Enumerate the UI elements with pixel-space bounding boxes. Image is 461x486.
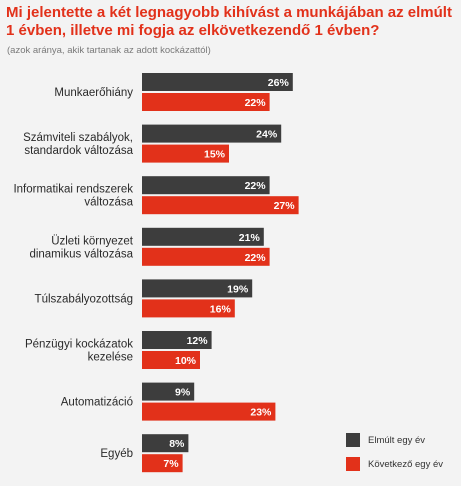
value-label: 19% (227, 283, 249, 295)
value-label: 21% (239, 232, 261, 244)
bar-next-year (142, 351, 200, 369)
legend-item-next: Következő egy év (346, 456, 443, 472)
category-label: dinamikus változása (29, 248, 133, 260)
category-label: Automatizáció (61, 397, 133, 409)
value-label: 22% (245, 252, 267, 264)
value-label: 7% (163, 458, 179, 470)
bar-past-year (142, 382, 195, 401)
category-label: változása (84, 197, 133, 209)
chart-title: Mi jelentette a két legnagyobb kihívást … (6, 4, 452, 39)
bar-next-year (142, 402, 276, 421)
bar-past-year (142, 331, 212, 349)
category-label: standardok változása (24, 145, 133, 157)
bar-next-year (142, 454, 183, 473)
bar-next-year (142, 93, 270, 111)
legend-swatch-past (346, 433, 360, 447)
value-label: 8% (169, 438, 185, 450)
bar-past-year (142, 279, 253, 298)
chart-subtitle: (azok aránya, akik tartanak az adott koc… (7, 45, 211, 56)
category-label: Túlszabályozottság (35, 293, 133, 305)
value-label: 10% (175, 355, 197, 367)
value-label: 22% (245, 180, 267, 192)
value-label: 23% (250, 407, 272, 419)
legend-label-next: Következő egy év (368, 458, 443, 470)
legend-swatch-next (346, 457, 360, 471)
value-label: 9% (175, 387, 191, 399)
bar-past-year (142, 227, 264, 246)
bar-next-year (142, 247, 270, 266)
bar-next-year (142, 144, 229, 163)
category-label: Számviteli szabályok, (23, 132, 133, 144)
legend: Elmúlt egy év Következő egy év (346, 432, 443, 480)
bar-next-year (142, 299, 235, 318)
category-label: Üzleti környezet (51, 235, 134, 247)
bar-past-year (142, 176, 270, 195)
value-label: 15% (204, 149, 226, 161)
bar-past-year (142, 124, 282, 143)
category-label: kezelése (88, 352, 133, 364)
value-label: 24% (256, 129, 278, 141)
value-label: 27% (274, 200, 296, 212)
category-label: Informatikai rendszerek (13, 184, 133, 196)
category-label: Pénzügyi kockázatok (25, 339, 133, 351)
value-label: 16% (210, 303, 232, 315)
legend-label-past: Elmúlt egy év (368, 434, 426, 446)
bar-past-year (142, 434, 189, 453)
value-label: 12% (187, 335, 209, 347)
value-label: 22% (245, 97, 267, 109)
legend-item-past: Elmúlt egy év (346, 432, 443, 448)
category-label: Munkaerőhiány (54, 87, 133, 99)
bar-next-year (142, 196, 299, 215)
value-label: 26% (268, 77, 290, 89)
bar-past-year (142, 73, 293, 91)
category-label: Egyéb (100, 448, 133, 460)
